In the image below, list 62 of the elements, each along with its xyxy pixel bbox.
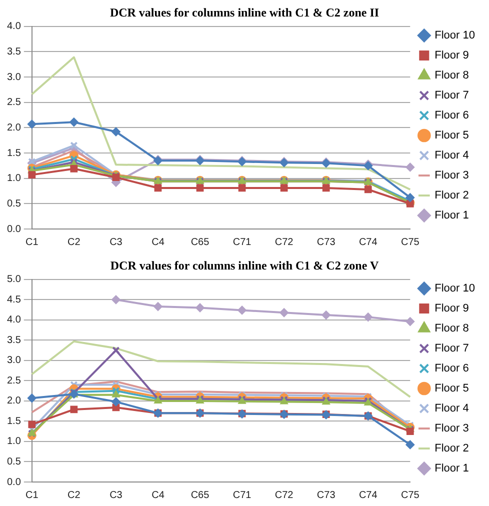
y-tick-label: 4.5 xyxy=(6,294,22,306)
legend-label: Floor 6 xyxy=(434,110,469,122)
x-tick-label: C3 xyxy=(110,490,123,501)
x-tick-label: C65 xyxy=(190,490,210,501)
y-tick-label: 5.0 xyxy=(6,274,22,286)
x-tick-label: C4 xyxy=(152,236,165,248)
chart-title: DCR values for columns inline with C1 & C2 zone V xyxy=(110,258,379,272)
x-tick-label: C73 xyxy=(316,490,336,501)
legend-label: Floor 10 xyxy=(434,282,476,295)
x-tick-label: C74 xyxy=(358,236,378,248)
x-tick-label: C2 xyxy=(68,236,81,248)
y-tick-label: 3.5 xyxy=(6,334,22,346)
x-tick-label: C73 xyxy=(316,236,336,248)
y-tick-label: 0.5 xyxy=(6,456,22,468)
y-tick-label: 2.0 xyxy=(6,122,22,134)
x-tick-label: C75 xyxy=(400,490,420,501)
y-tick-label: 1.5 xyxy=(6,416,22,427)
legend-label: Floor 4 xyxy=(434,402,469,415)
y-tick-label: 3.5 xyxy=(6,46,22,58)
legend-label: Floor 8 xyxy=(434,70,469,82)
y-tick-label: 3.0 xyxy=(6,355,22,366)
legend-label: Floor 1 xyxy=(434,210,469,222)
x-tick-label: C1 xyxy=(26,490,39,501)
y-tick-label: 1.5 xyxy=(6,148,22,159)
y-tick-label: 2.5 xyxy=(6,375,22,386)
x-tick-label: C71 xyxy=(232,236,252,248)
legend-label: Floor 8 xyxy=(434,322,469,335)
x-tick-label: C71 xyxy=(232,490,252,501)
x-tick-label: C4 xyxy=(152,490,165,501)
legend-label: Floor 9 xyxy=(434,302,469,315)
y-tick-label: 0.0 xyxy=(6,476,22,488)
legend-label: Floor 7 xyxy=(434,90,469,102)
x-tick-label: C65 xyxy=(190,236,210,248)
chart-title: DCR values for columns inline with C1 & C2 zone II xyxy=(110,5,380,20)
x-tick-label: C74 xyxy=(358,490,378,501)
legend-label: Floor 3 xyxy=(434,422,469,435)
legend-label: Floor 1 xyxy=(434,462,469,475)
y-tick-label: 2.0 xyxy=(6,396,22,407)
y-tick-label: 0.0 xyxy=(6,224,22,235)
legend-label: Floor 6 xyxy=(434,362,469,375)
y-tick-label: 4.0 xyxy=(6,314,22,326)
x-tick-label: C72 xyxy=(274,490,294,501)
y-tick-label: 0.5 xyxy=(6,198,22,210)
legend-label: Floor 3 xyxy=(434,170,469,182)
legend-label: Floor 4 xyxy=(434,150,469,162)
x-tick-label: C3 xyxy=(110,236,123,248)
y-tick-label: 3.0 xyxy=(6,72,22,83)
y-tick-label: 1.0 xyxy=(6,173,22,184)
y-tick-label: 4.0 xyxy=(6,21,22,32)
legend-label: Floor 9 xyxy=(434,50,469,62)
legend-label: Floor 5 xyxy=(434,382,469,395)
legend-label: Floor 2 xyxy=(434,190,469,202)
x-tick-label: C1 xyxy=(26,236,39,248)
y-tick-label: 1.0 xyxy=(6,436,22,448)
x-tick-label: C2 xyxy=(68,490,81,501)
legend-label: Floor 7 xyxy=(434,342,469,355)
x-tick-label: C72 xyxy=(274,236,294,248)
legend-label: Floor 2 xyxy=(434,442,469,455)
x-tick-label: C75 xyxy=(400,236,420,248)
legend-label: Floor 10 xyxy=(434,30,476,42)
legend-label: Floor 5 xyxy=(434,130,469,142)
y-tick-label: 2.5 xyxy=(6,97,22,108)
